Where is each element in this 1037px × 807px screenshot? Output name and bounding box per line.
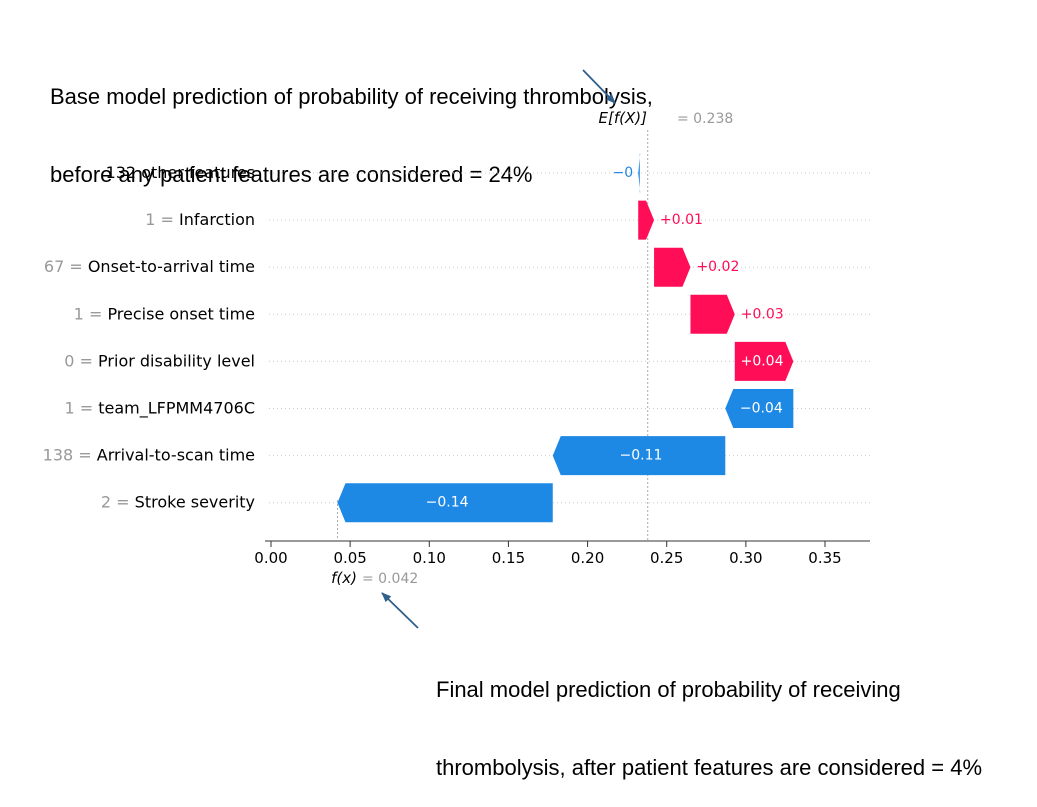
feature-name: Prior disability level (98, 351, 255, 370)
contribution-bar (638, 200, 655, 240)
x-tick-label: 0.00 (254, 549, 287, 567)
contribution-label: +0.01 (660, 212, 703, 228)
contribution-label: −0.11 (620, 448, 663, 464)
feature-label: 1 = Infarction (145, 210, 255, 229)
feature-value: 67 = (44, 257, 88, 276)
reference-lines (336, 130, 649, 540)
x-tick-label: 0.30 (729, 549, 762, 567)
x-tick-label: 0.10 (413, 549, 446, 567)
feature-value: 0 = (64, 351, 98, 370)
feature-label: 132 other features (106, 163, 255, 182)
feature-name: Arrival-to-scan time (97, 445, 255, 464)
contribution-label: +0.03 (741, 306, 784, 322)
contribution-label: +0.04 (741, 353, 784, 369)
expected-value-marker: E[f(X)] = 0.238 (599, 109, 734, 127)
feature-value: 2 = (101, 492, 135, 511)
contribution-bar (690, 294, 735, 334)
expected-value-number: = 0.238 (677, 111, 733, 127)
x-tick-label: 0.35 (808, 549, 841, 567)
final-annotation-line-2: thrombolysis, after patient features are… (436, 755, 983, 780)
contribution-label: +0.02 (696, 259, 739, 275)
x-tick-label: 0.05 (333, 549, 366, 567)
contribution-label: −0.04 (740, 401, 783, 417)
waterfall-chart: −0 +0.01 +0.02 +0.03 +0.04 −0.04 −0.11 −0.14 13… (43, 69, 870, 629)
feature-label: 2 = Stroke severity (101, 492, 255, 511)
feature-value: 1 = (64, 398, 98, 417)
final-value-number: = 0.042 (362, 571, 418, 587)
contribution-bar (638, 153, 641, 193)
feature-name: team_LFPMM4706C (98, 398, 255, 418)
annotation-arrows (381, 69, 616, 629)
final-annotation-arrow (381, 592, 419, 629)
feature-name: Stroke severity (135, 492, 255, 511)
feature-label: 0 = Prior disability level (64, 351, 255, 370)
final-value-marker: f(x) = 0.042 (331, 569, 418, 587)
contribution-bar (725, 389, 794, 428)
final-value-label: f(x) (331, 569, 357, 587)
feature-value: 1 = (74, 304, 108, 323)
x-tick-label: 0.20 (571, 549, 604, 567)
feature-labels: 132 other features 1 = Infarction 67 = Ons… (43, 163, 255, 512)
feature-label: 67 = Onset-to-arrival time (44, 257, 255, 276)
base-annotation-arrow (582, 69, 616, 104)
base-annotation-line-1: Base model prediction of probability of … (50, 84, 653, 109)
feature-name: Infarction (179, 210, 255, 229)
contribution-bars: −0 +0.01 +0.02 +0.03 +0.04 −0.04 −0.11 −0.14 (337, 153, 794, 523)
contribution-bar (337, 483, 553, 523)
feature-label: 138 = Arrival-to-scan time (43, 445, 255, 464)
feature-value: 138 = (43, 445, 97, 464)
x-tick-label: 0.25 (650, 549, 683, 567)
feature-name: Precise onset time (107, 304, 255, 323)
feature-value: 1 = (145, 210, 179, 229)
contribution-bar (552, 436, 726, 476)
contribution-label: −0.14 (426, 495, 469, 511)
feature-label: 1 = Precise onset time (74, 304, 255, 323)
base-annotation: Base model prediction of probability of … (50, 32, 653, 214)
x-tick-label: 0.15 (492, 549, 525, 567)
contribution-label: −0 (613, 165, 634, 181)
base-annotation-line-2: before any patient features are consider… (50, 162, 533, 187)
feature-name: Onset-to-arrival time (88, 257, 255, 276)
contribution-bar (734, 341, 794, 381)
x-axis: 0.00 0.05 0.10 0.15 0.20 0.25 0.30 0.35 (254, 540, 870, 567)
feature-name: 132 other features (106, 163, 255, 182)
contribution-bar (654, 247, 691, 287)
expected-value-label: E[f(X)] (599, 109, 648, 127)
feature-label: 1 = team_LFPMM4706C (64, 398, 255, 418)
